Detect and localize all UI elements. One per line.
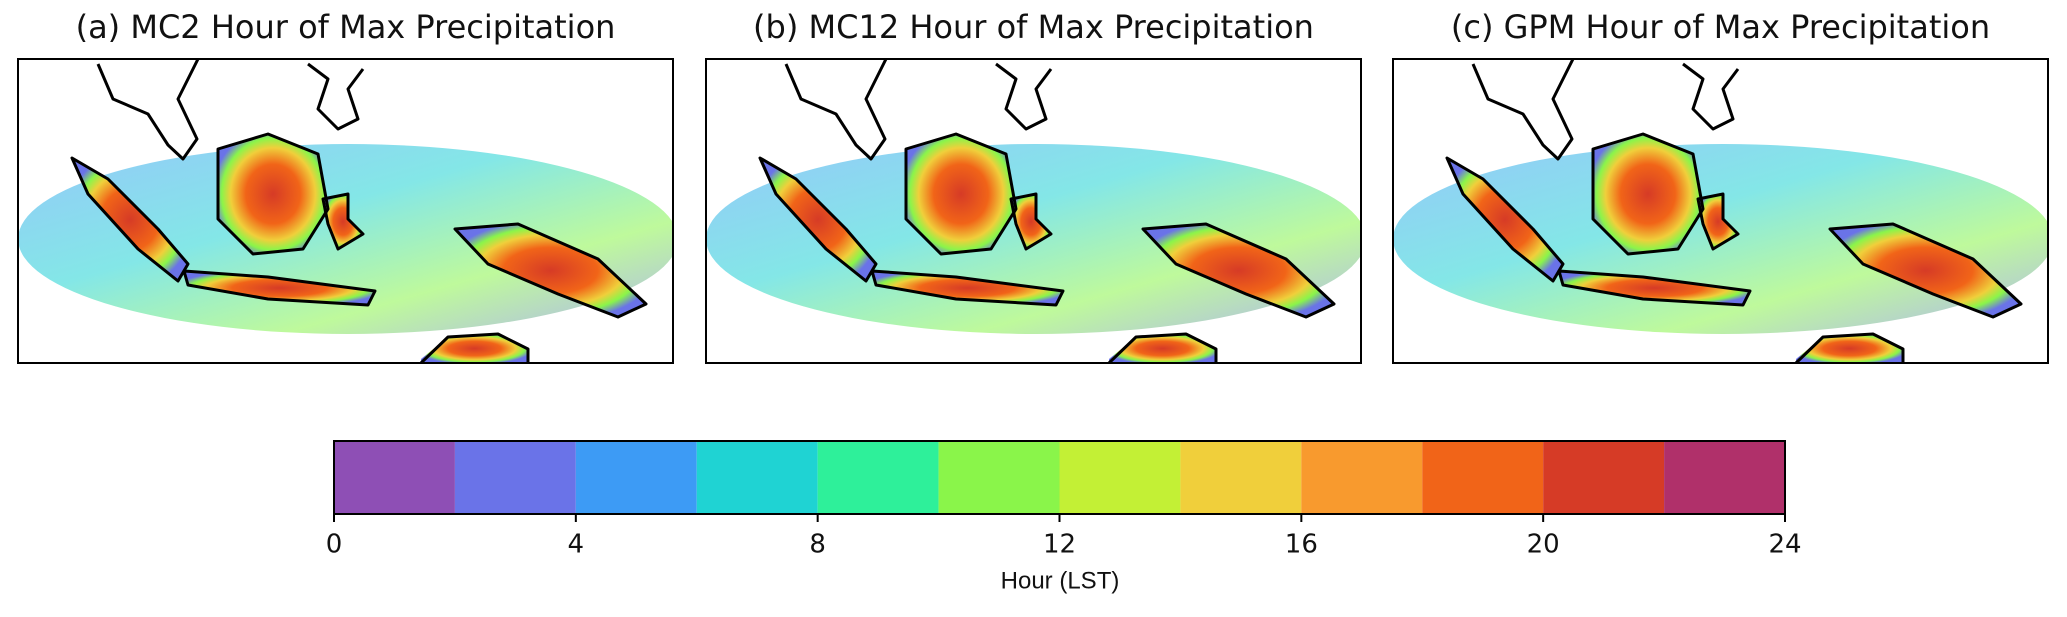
colorbar-segment: [454, 441, 576, 514]
panel-frame: [705, 58, 1362, 364]
tick-label: 12: [1043, 530, 1076, 560]
colorbar-segment: [334, 441, 455, 514]
colorbar-segment: [696, 441, 818, 514]
colorbar-segment: [938, 441, 1060, 514]
colorbar-segment: [1180, 441, 1302, 514]
colorbar-segment: [1664, 441, 1785, 514]
colorbar-segment: [1543, 441, 1665, 514]
panel-title: (c) GPM Hour of Max Precipitation: [1451, 8, 1990, 46]
colorbar-segment: [575, 441, 697, 514]
tick-label: 24: [1768, 530, 1801, 560]
tick-label: 4: [568, 530, 585, 560]
tick-label: 0: [326, 530, 343, 560]
map: [1393, 59, 2053, 363]
panel-frame: [1392, 58, 2049, 364]
colorbar-segment: [1422, 441, 1544, 514]
panel-title: (b) MC12 Hour of Max Precipitation: [753, 8, 1314, 46]
panel-title: (a) MC2 Hour of Max Precipitation: [76, 8, 616, 46]
colorbar-label: Hour (LST): [1001, 567, 1120, 594]
tick-label: 16: [1285, 530, 1318, 560]
tick-label: 20: [1527, 530, 1560, 560]
tick-label: 8: [809, 530, 826, 560]
colorbar-segment: [1059, 441, 1181, 514]
colorbar-segment: [1301, 441, 1423, 514]
colorbar-segment: [817, 441, 939, 514]
map: [18, 59, 678, 363]
panel-frame: [17, 58, 674, 364]
map: [706, 59, 1366, 363]
